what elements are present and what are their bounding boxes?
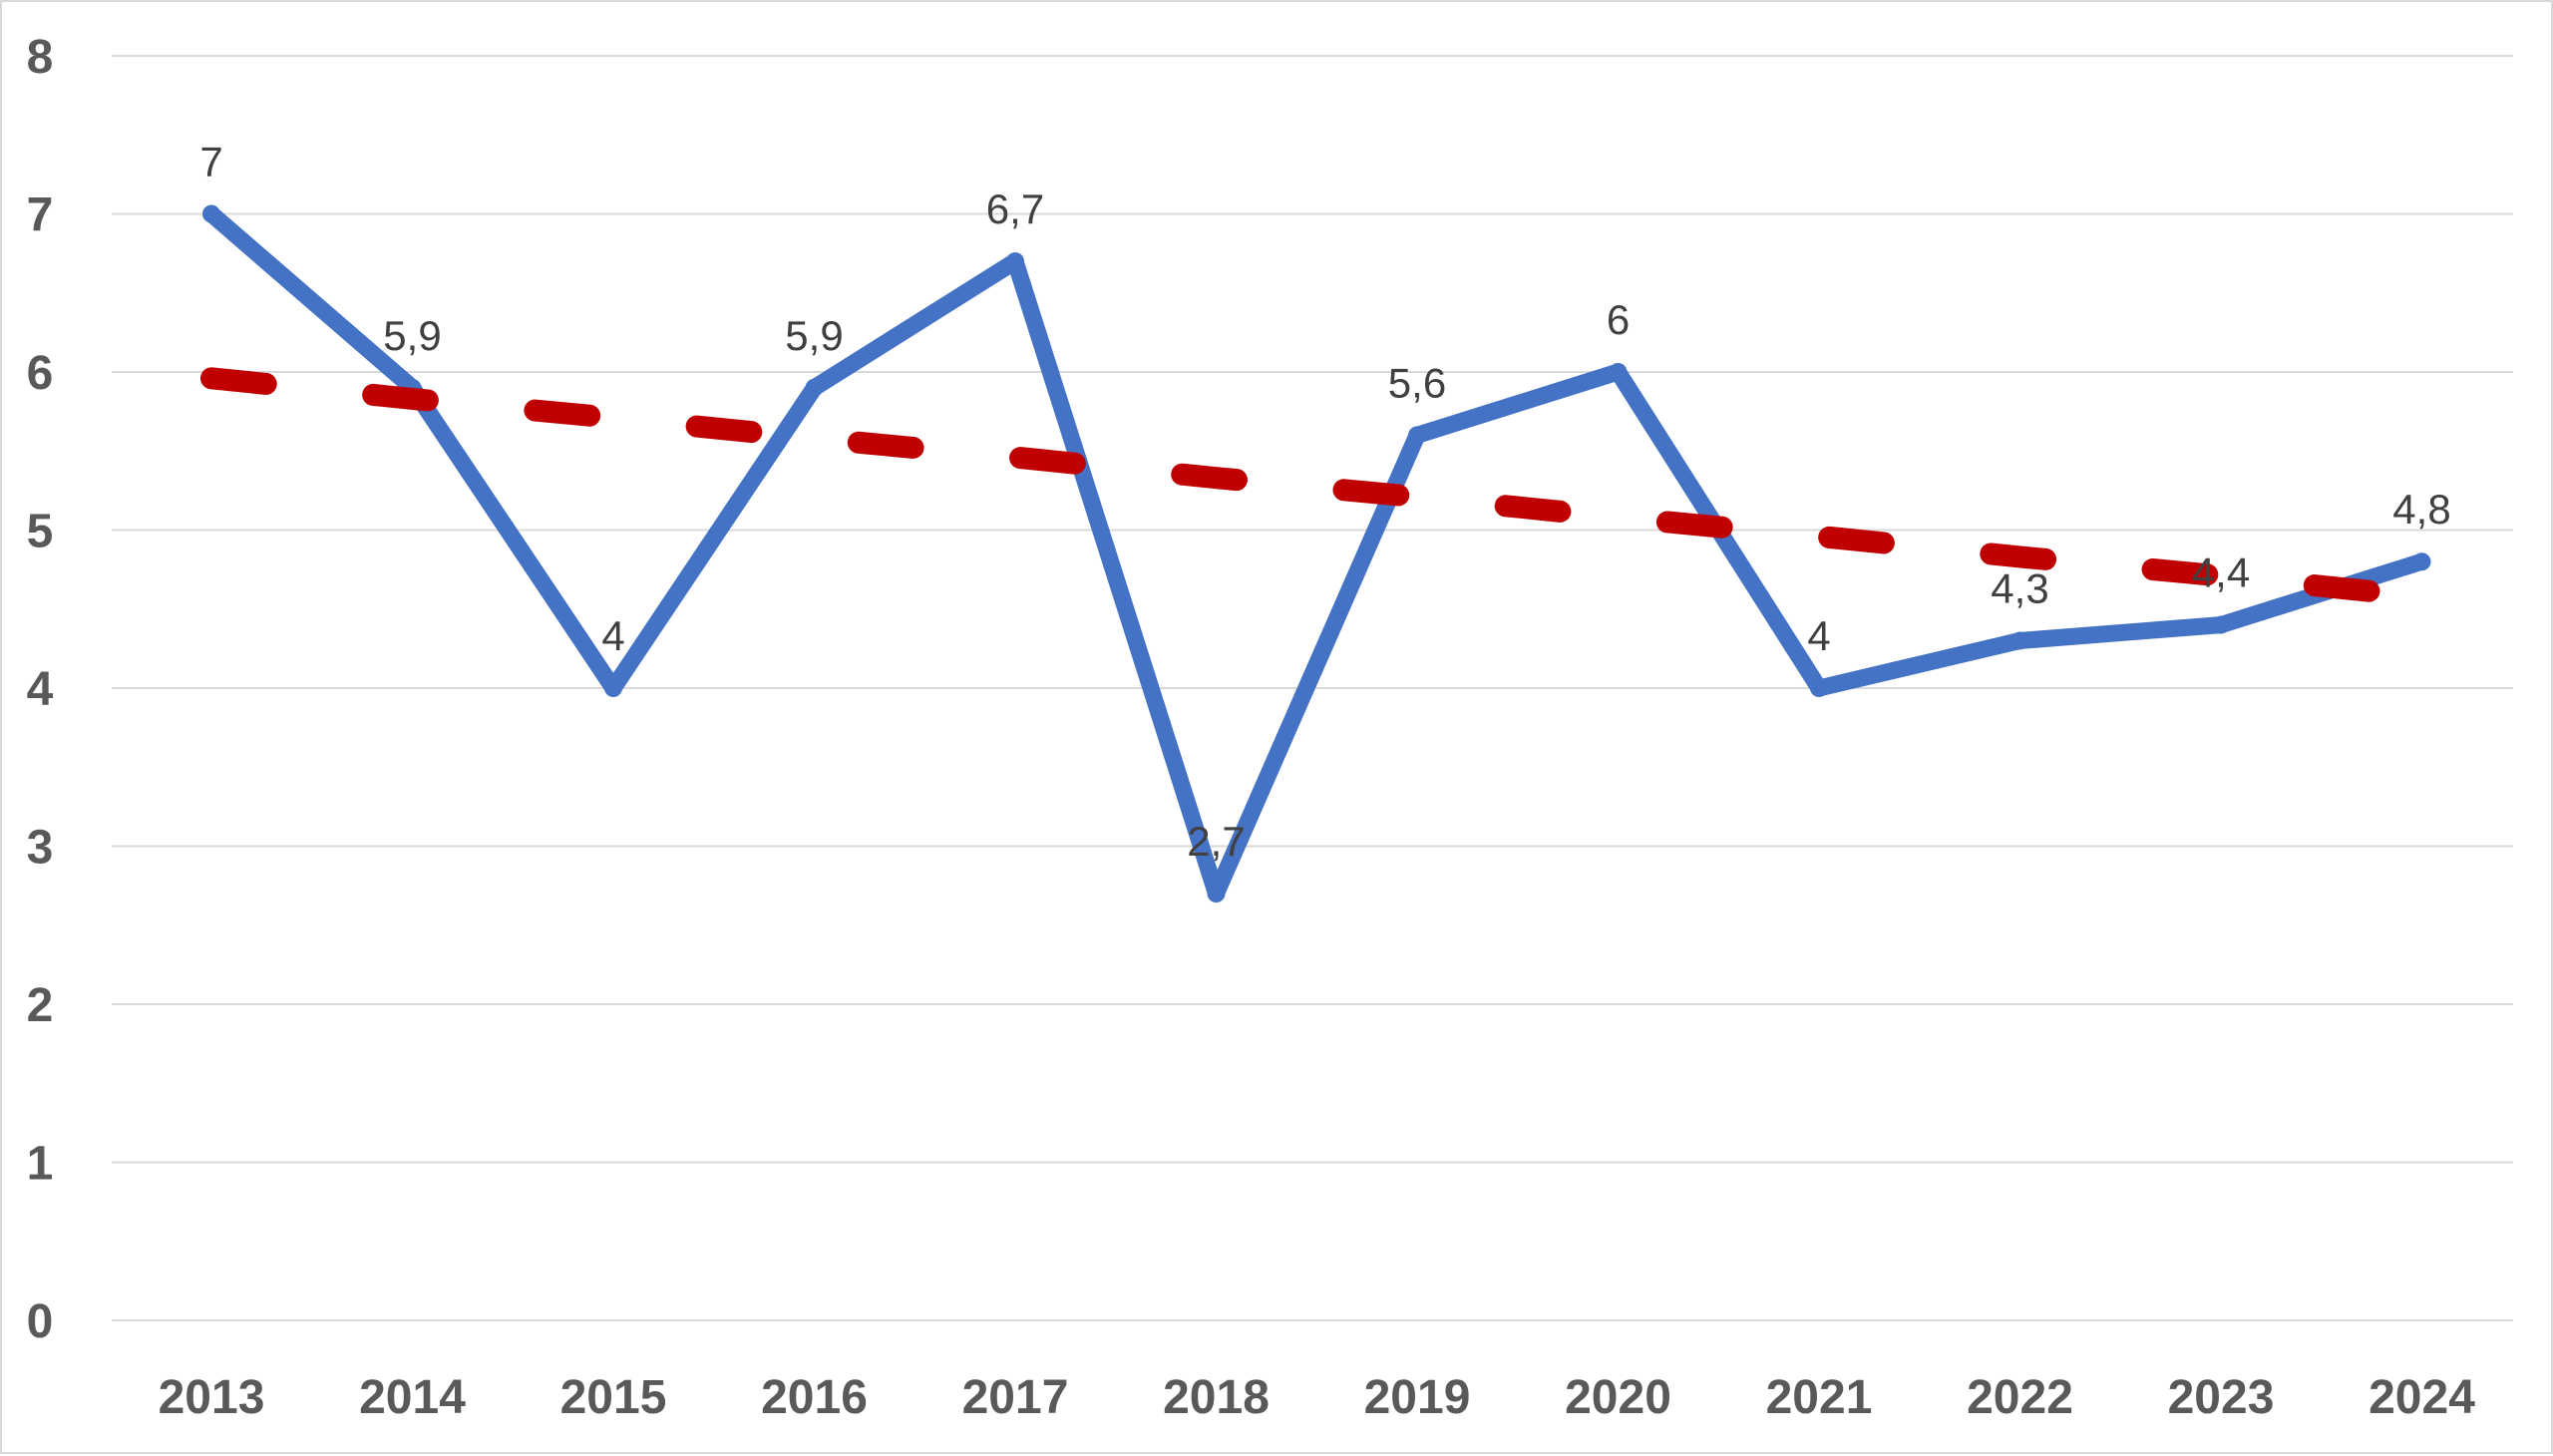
- x-tick-label: 2018: [1163, 1371, 1270, 1424]
- x-tick-label: 2021: [1766, 1371, 1873, 1424]
- x-axis-tick-labels: 2013 2014 2015 2016 2017 2018 2019 2020 2021 2022…: [159, 1371, 2476, 1424]
- x-tick-label: 2015: [560, 1371, 667, 1424]
- x-tick-label: 2016: [761, 1371, 868, 1424]
- y-tick-label: 4: [27, 663, 54, 716]
- trendline: [200, 367, 2433, 608]
- y-tick-label: 3: [27, 822, 54, 875]
- y-tick-label: 7: [27, 189, 54, 242]
- data-label: 6: [1607, 296, 1630, 343]
- data-label: 4,3: [1991, 564, 2048, 611]
- data-point: [1408, 426, 1426, 445]
- data-point: [202, 204, 220, 223]
- y-tick-label: 2: [27, 979, 54, 1032]
- x-tick-label: 2013: [159, 1371, 265, 1424]
- data-label: 5,6: [1388, 359, 1446, 406]
- y-tick-label: 6: [27, 347, 54, 400]
- data-label: 2,7: [1187, 818, 1245, 865]
- data-point: [604, 679, 622, 697]
- data-point: [1609, 363, 1628, 381]
- data-label: 4,8: [2392, 486, 2450, 533]
- series-line: [202, 205, 2430, 903]
- data-point: [2010, 631, 2029, 650]
- data-label: 7: [199, 139, 222, 185]
- data-point: [2412, 552, 2431, 571]
- y-tick-label: 1: [27, 1138, 54, 1191]
- x-tick-label: 2019: [1364, 1371, 1471, 1424]
- y-tick-label: 8: [27, 31, 54, 84]
- x-tick-label: 2020: [1565, 1371, 1671, 1424]
- y-tick-label: 0: [27, 1295, 54, 1348]
- data-point: [805, 378, 824, 397]
- data-label: 5,9: [383, 312, 441, 359]
- data-label: 4: [601, 612, 624, 659]
- x-tick-label: 2023: [2168, 1371, 2275, 1424]
- x-tick-label: 2024: [2369, 1371, 2475, 1424]
- y-axis-tick-labels: 0 1 2 3 4 5 6 7 8: [27, 31, 54, 1348]
- data-point: [1006, 252, 1024, 271]
- data-label: 4,4: [2192, 549, 2250, 596]
- data-label: 5,9: [785, 312, 843, 359]
- data-point: [2212, 615, 2230, 634]
- data-label: 4: [1807, 612, 1830, 659]
- data-point: [1810, 679, 1828, 697]
- data-point: [1207, 885, 1226, 904]
- y-tick-label: 5: [27, 506, 54, 558]
- data-labels: 7 5,9 4 5,9 6,7 2,7 5,6 6 4 4,3 4,4 4,8: [199, 139, 2450, 866]
- data-label: 6,7: [986, 185, 1044, 232]
- x-tick-label: 2017: [962, 1371, 1069, 1424]
- x-tick-label: 2014: [359, 1371, 466, 1424]
- x-tick-label: 2022: [1967, 1371, 2073, 1424]
- series-lines: [200, 204, 2433, 904]
